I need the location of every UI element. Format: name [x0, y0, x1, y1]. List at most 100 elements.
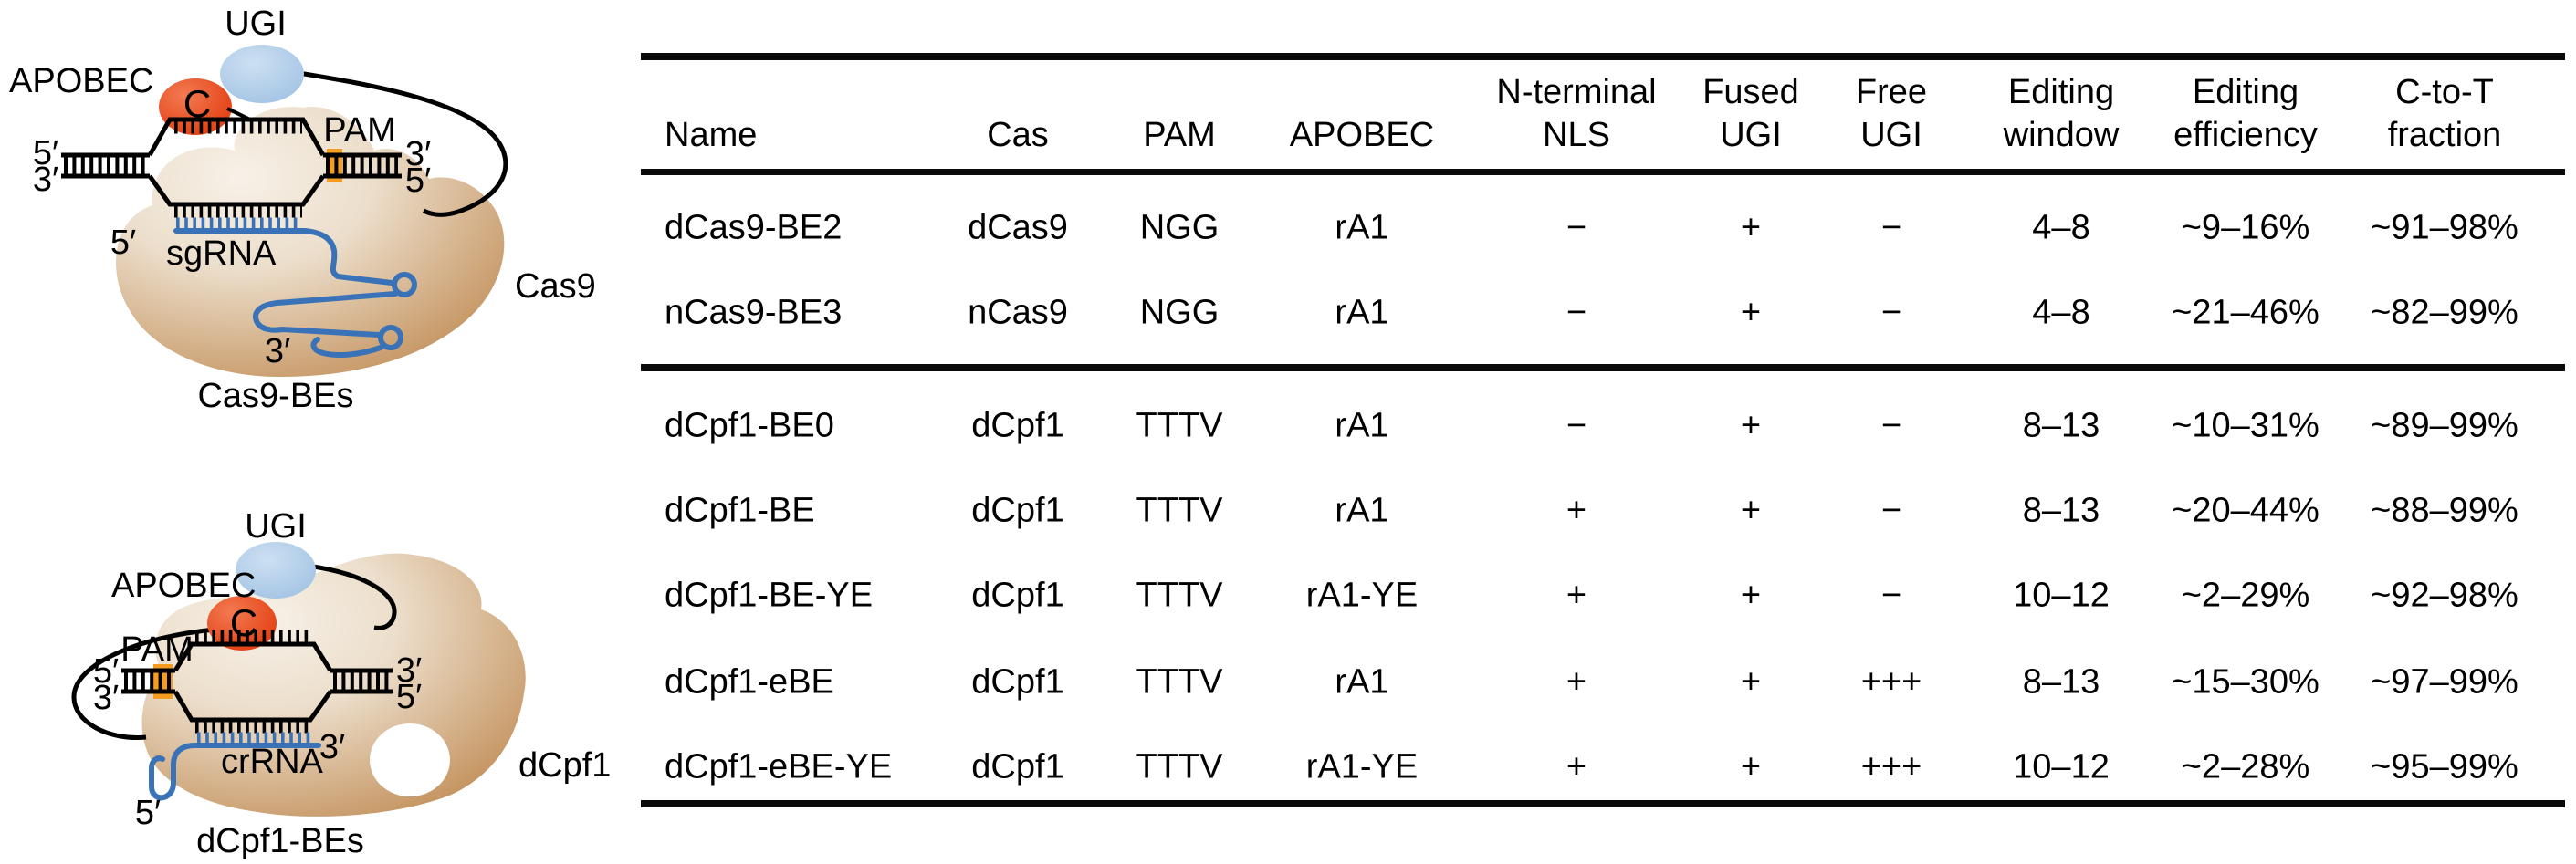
table-cell: + [1740, 662, 1762, 702]
table-cell: rA1 [1335, 662, 1389, 702]
table-cell: 8–13 [2022, 406, 2100, 445]
row-name: dCpf1-BE-YE [665, 576, 874, 615]
table-cell: + [1740, 293, 1762, 332]
ugi-ellipse [236, 542, 316, 599]
row-name: dCpf1-BE [665, 491, 815, 530]
table-cell: 8–13 [2022, 491, 2100, 530]
apobec-tether-loop [71, 627, 215, 741]
cas9-protein-label: Cas9 [515, 267, 596, 306]
table-rule-bottom [641, 800, 2565, 807]
row-name: dCpf1-eBE-YE [665, 747, 893, 786]
dna-strand [147, 174, 326, 207]
table-cell: ~9–16% [2181, 208, 2310, 247]
dna-end-label: 5′ [405, 161, 431, 200]
table-cell: + [1565, 662, 1587, 702]
table-cell: rA1 [1335, 406, 1389, 445]
table-cell: +++ [1860, 747, 1922, 786]
sgrna-three-prime-label: 3′ [265, 332, 290, 370]
table-cell: dCpf1 [971, 662, 1064, 702]
table-cell: dCpf1 [971, 747, 1064, 786]
table-cell: TTTV [1136, 406, 1223, 445]
dna-end-label: 5′ [33, 134, 58, 172]
dna-end-label: 3′ [405, 135, 431, 173]
column-header-c-to-t: C-to-T fraction [2387, 73, 2502, 154]
table-rule-top [641, 53, 2565, 60]
dna-end-label: 3′ [93, 679, 119, 717]
table-cell: rA1 [1335, 208, 1389, 247]
table-cell: dCpf1 [971, 491, 1064, 530]
table-cell: − [1880, 491, 1902, 530]
table-cell: 10–12 [2013, 576, 2110, 615]
dna-strand [173, 641, 333, 672]
table-cell: TTTV [1136, 576, 1223, 615]
dna-end-label: 5′ [396, 678, 422, 716]
ugi-tether-loop [306, 563, 397, 630]
dcpf1-caption: dCpf1-BEs [196, 822, 364, 860]
row-name: nCas9-BE3 [665, 293, 843, 332]
sgrna-five-prime-label: 5′ [110, 224, 136, 262]
table-cell: + [1740, 576, 1762, 615]
table-cell: rA1 [1335, 491, 1389, 530]
crrna-strand [149, 743, 321, 801]
cas9-protein-blob [116, 107, 505, 378]
pam-label: PAM [120, 630, 194, 669]
column-header-pam: PAM [1143, 116, 1216, 154]
column-header-editing: Editing window [2003, 73, 2120, 154]
column-header-editing: Editing efficiency [2173, 73, 2318, 154]
table-cell: ~15–30% [2172, 662, 2319, 702]
ugi-ellipse [220, 45, 304, 103]
table-cell: − [1565, 293, 1587, 332]
column-header-cas: Cas [987, 116, 1049, 154]
table-cell: ~20–44% [2172, 491, 2319, 530]
dna-strand [147, 117, 326, 157]
deaminase-c-label: C [183, 82, 211, 125]
row-name: dCpf1-eBE [665, 662, 834, 702]
table-cell: ~92–98% [2371, 576, 2518, 615]
table-cell: NGG [1139, 293, 1220, 332]
row-name: dCpf1-BE0 [665, 406, 834, 445]
table-cell: dCpf1 [971, 406, 1064, 445]
table-cell: ~95–99% [2371, 747, 2518, 786]
blob-notch [370, 723, 450, 796]
table-cell: TTTV [1136, 747, 1223, 786]
table-cell: ~91–98% [2371, 208, 2518, 247]
table-header: Name Cas PAM APOBEC N-terminal NLS Fused UGI F… [0, 0, 2576, 157]
table-cell: nCas9 [968, 293, 1068, 332]
table-cell: ~21–46% [2172, 293, 2319, 332]
table-cell: NGG [1139, 208, 1220, 247]
table-cell: ~88–99% [2371, 491, 2518, 530]
table-cell: TTTV [1136, 662, 1223, 702]
table-cell: + [1740, 406, 1762, 445]
crrna-five-prime-label: 5′ [135, 794, 161, 832]
apobec-label: APOBEC [111, 567, 256, 605]
apobec-label: APOBEC [9, 62, 153, 100]
table-rule-header [641, 169, 2565, 175]
table-cell: − [1880, 208, 1902, 247]
table-cell: +++ [1860, 662, 1922, 702]
dna-end-label: 5′ [93, 652, 119, 691]
dna-strand [173, 690, 333, 723]
row-name: dCas9-BE2 [665, 208, 843, 247]
crrna-three-prime-label: 3′ [319, 728, 345, 766]
cas9-caption: Cas9-BEs [197, 377, 353, 415]
table-cell: + [1565, 747, 1587, 786]
dna-end-label: 3′ [33, 161, 58, 199]
table-cell: rA1-YE [1305, 576, 1419, 615]
dcpf1-be-diagram: UGI APOBEC C PAM 5′ 3′ 3′ 5′ 3′ crRNA 5′… [71, 507, 611, 860]
column-header-free: Free UGI [1855, 73, 1928, 154]
sgrna-strand [173, 228, 394, 286]
table-rule-group-separator [641, 364, 2565, 371]
column-header-n-terminal: N-terminal NLS [1496, 73, 1657, 154]
table-cell: ~97–99% [2371, 662, 2518, 702]
table-cell: − [1565, 406, 1587, 445]
table-cell: + [1565, 576, 1587, 615]
table-cell: 4–8 [2032, 293, 2090, 332]
column-header-name: Name [665, 116, 758, 154]
table-cell: − [1565, 208, 1587, 247]
table-cell: − [1880, 406, 1902, 445]
base-editor-diagrams: UGI APOBEC C PAM 5′ 3′ 3′ 5′ 5′ sgRNA 3′… [9, 5, 611, 860]
table-cell: ~89–99% [2371, 406, 2518, 445]
ugi-tether-loop [298, 70, 508, 217]
